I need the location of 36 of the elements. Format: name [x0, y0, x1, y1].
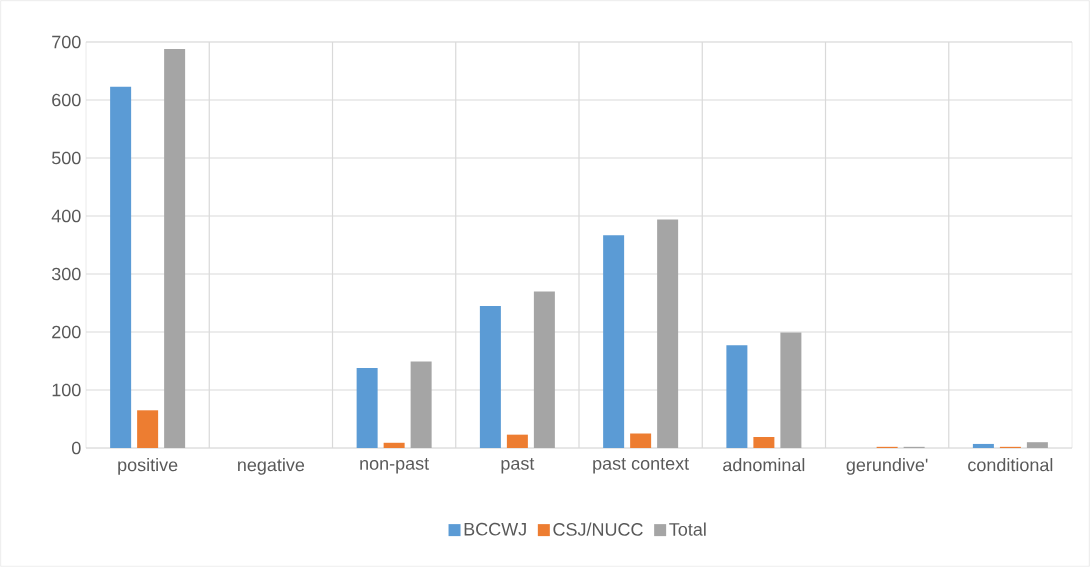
bar [356, 367, 378, 448]
legend-label: Total [669, 522, 706, 536]
y-tick-label: 700 [52, 35, 81, 49]
y-tick-label: 300 [51, 267, 81, 281]
x-tick-label: past [501, 458, 535, 474]
bar [1026, 442, 1048, 448]
x-tick-label: gerundive' [846, 458, 928, 475]
bar [603, 235, 625, 448]
y-tick-label: 0 [72, 441, 81, 455]
bar [506, 434, 528, 448]
y-tick-label: 600 [52, 93, 81, 107]
y-tick-label: 500 [52, 151, 81, 165]
bar [137, 410, 159, 448]
x-tick-label: positive [118, 458, 178, 475]
legend-label: BCCWJ [464, 522, 526, 536]
x-tick-label: past context [593, 458, 690, 474]
bar [533, 291, 555, 448]
bar [410, 361, 432, 448]
bar [383, 442, 405, 448]
x-tick-label: conditional [968, 458, 1053, 472]
bar [164, 48, 186, 448]
bar [972, 443, 994, 448]
y-tick-label: 400 [51, 209, 81, 223]
bar [110, 86, 132, 448]
bar [630, 433, 652, 448]
bar [780, 332, 802, 448]
x-tick-label: adnominal [723, 458, 805, 472]
x-tick-label: non-past [360, 458, 430, 474]
bar [657, 219, 679, 448]
y-tick-label: 100 [52, 383, 81, 397]
bar [726, 345, 748, 448]
x-tick-label: negative [238, 458, 305, 475]
y-tick-label: 200 [52, 325, 81, 339]
legend-label: CSJ/NUCC [553, 522, 643, 536]
bar [479, 305, 501, 448]
bar [753, 436, 775, 448]
